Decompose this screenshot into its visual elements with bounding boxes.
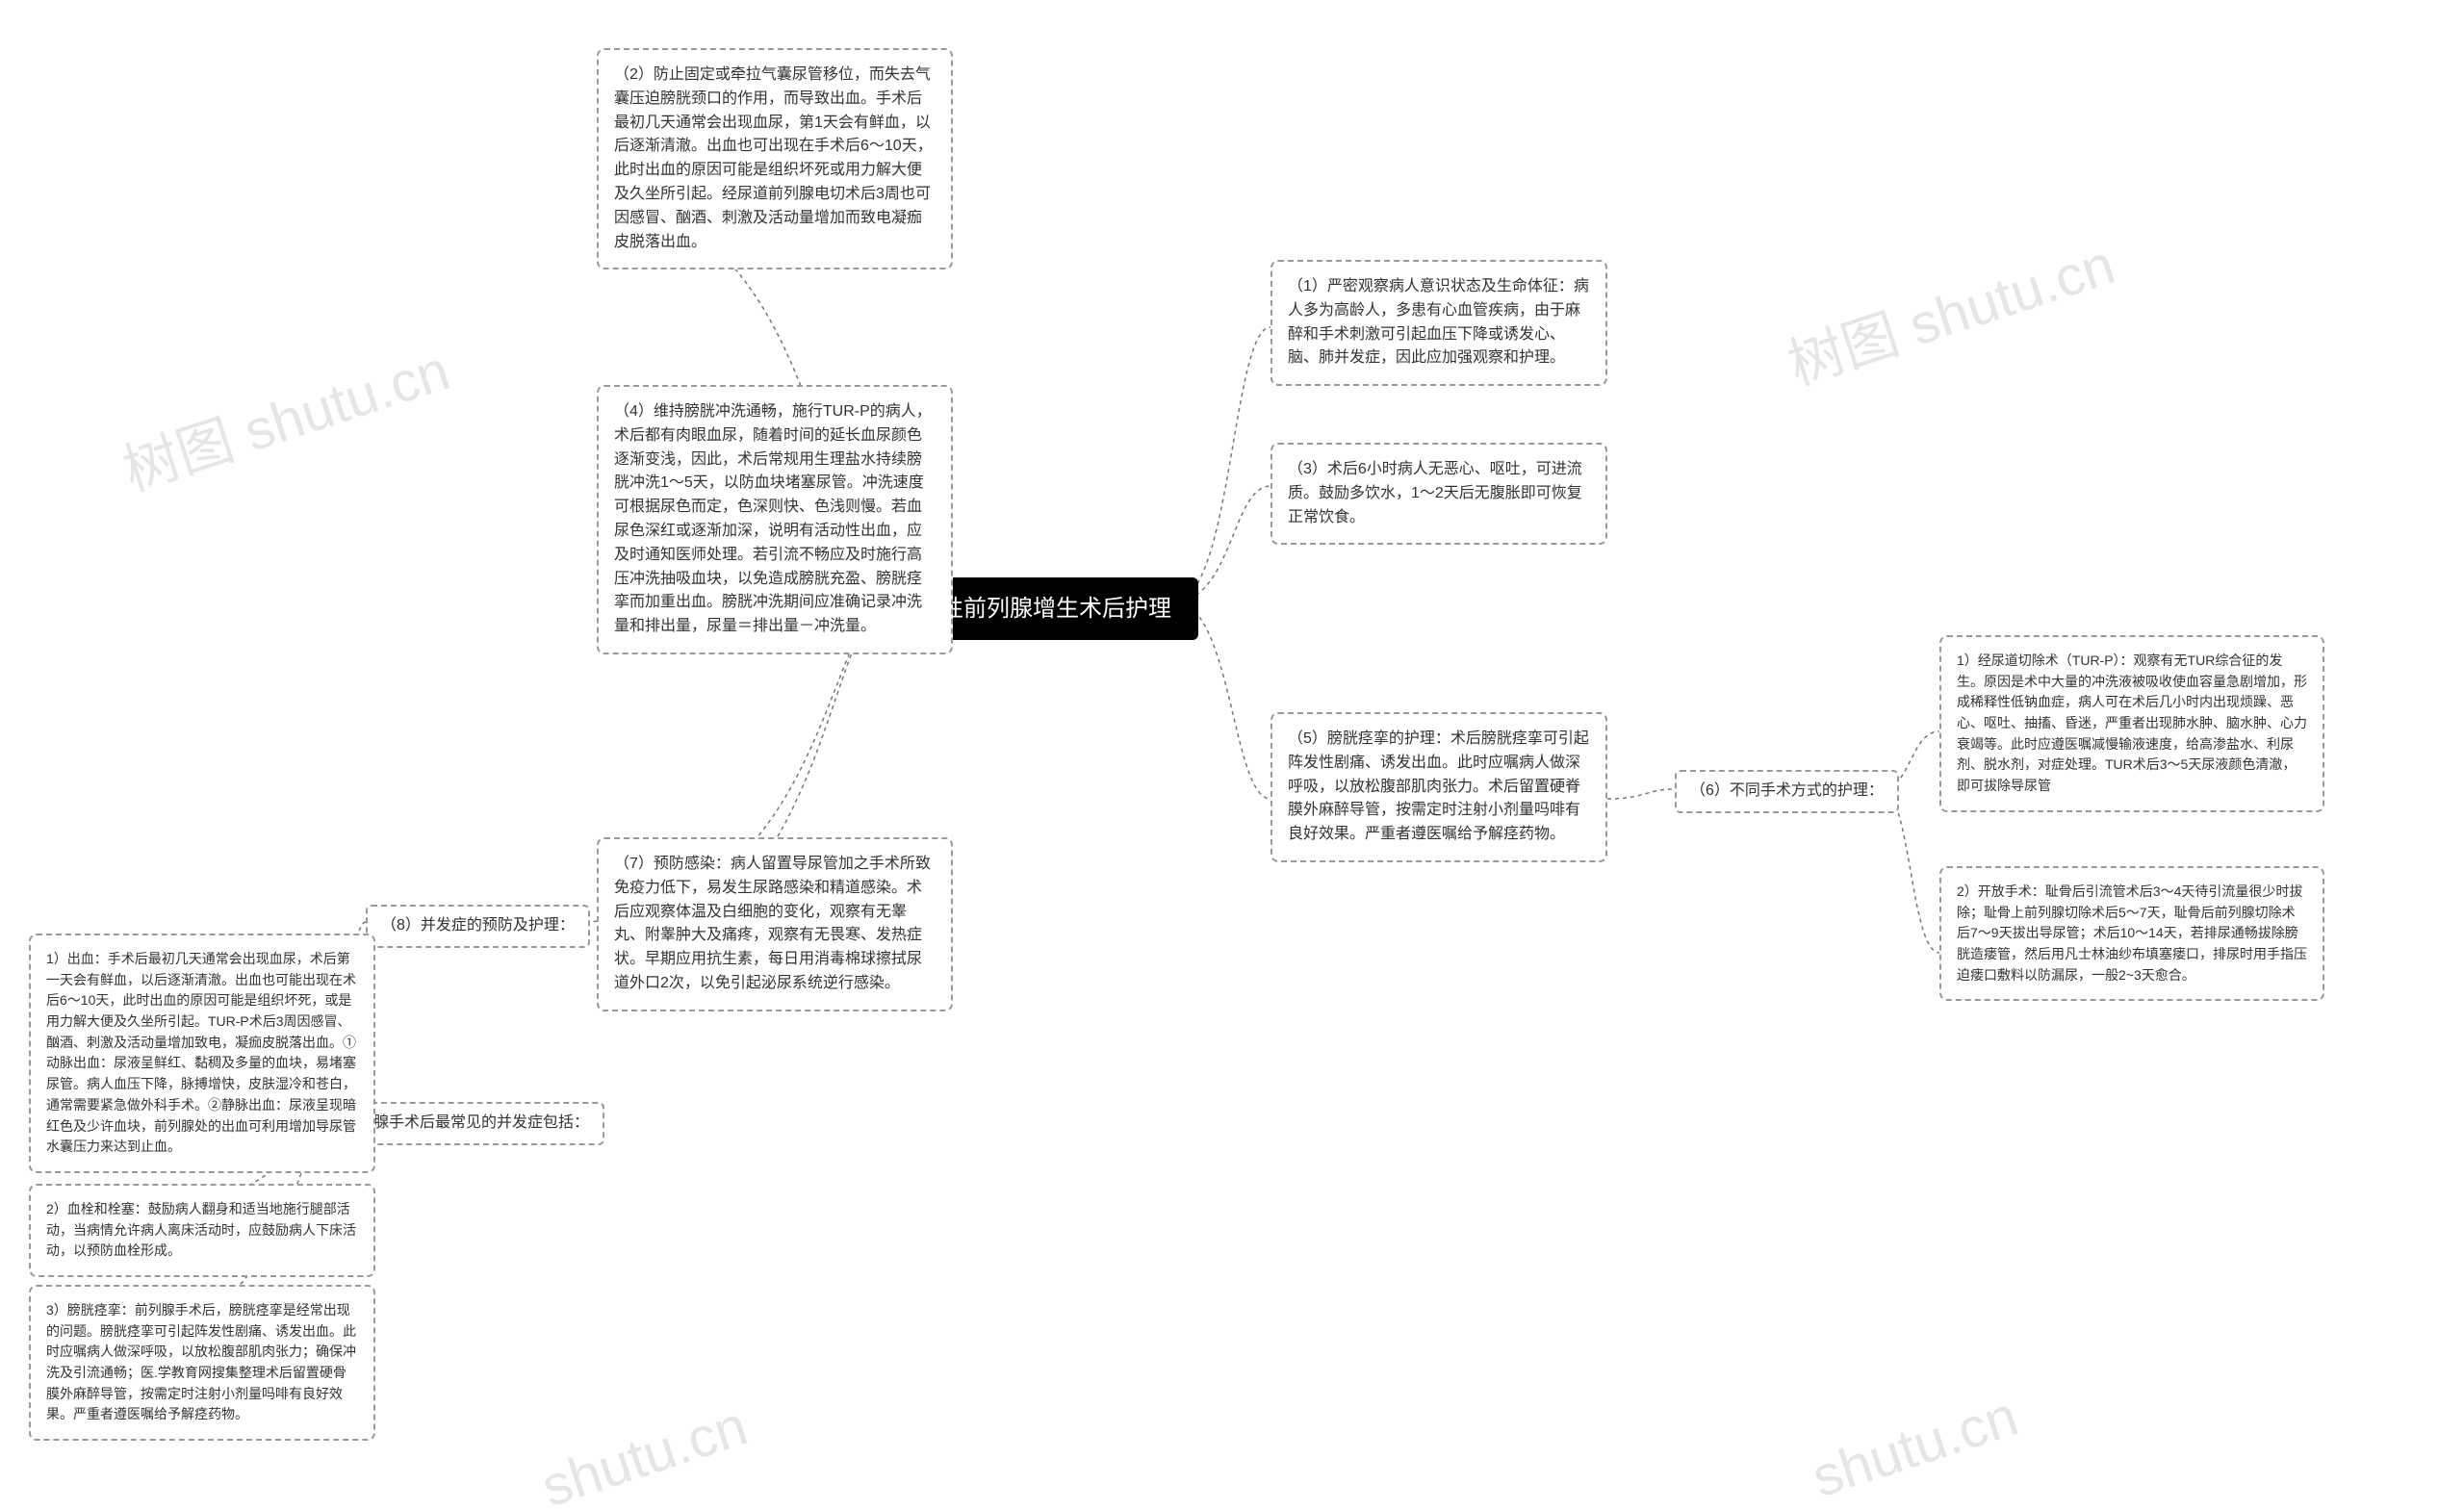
node-l7[interactable]: （7）预防感染：病人留置导尿管加之手术所致免疫力低下，易发生尿路感染和精道感染。… xyxy=(597,837,953,1011)
connector xyxy=(1174,327,1270,601)
node-l4[interactable]: （4）维持膀胱冲洗通畅，施行TUR-P的病人，术后都有肉眼血尿，随着时间的延长血… xyxy=(597,385,953,654)
node-r1[interactable]: （1）严密观察病人意识状态及生命体征：病人多为高龄人，多患有心血管疾病，由于麻醉… xyxy=(1270,260,1607,386)
watermark: shutu.cn xyxy=(534,1394,755,1510)
watermark: 树图 shutu.cn xyxy=(112,325,458,506)
connector xyxy=(1607,789,1675,799)
node-r6-label[interactable]: （6）不同手术方式的护理： xyxy=(1675,770,1899,813)
node-r3[interactable]: （3）术后6小时病人无恶心、呕吐，可进流质。鼓励多饮水，1～2天后无腹胀即可恢复… xyxy=(1270,443,1607,545)
node-l8-3[interactable]: 3）膀胱痉挛：前列腺手术后，膀胱痉挛是经常出现的问题。膀胱痉挛可引起阵发性剧痛、… xyxy=(29,1285,375,1441)
node-l8-1[interactable]: 1）出血：手术后最初几天通常会出现血尿，术后第一天会有鲜血，以后逐渐清澈。出血也… xyxy=(29,934,375,1173)
node-r6-1[interactable]: 1）经尿道切除术（TUR-P）：观察有无TUR综合征的发生。原因是术中大量的冲洗… xyxy=(1939,635,2324,812)
node-l8-2[interactable]: 2）血栓和栓塞：鼓励病人翻身和适当地施行腿部活动，当病情允许病人离床活动时，应鼓… xyxy=(29,1184,375,1277)
mindmap-canvas: 树图 shutu.cn 树图 shutu.cn shutu.cn shutu.c… xyxy=(0,0,2464,1510)
node-r6-2[interactable]: 2）开放手术：耻骨后引流管术后3～4天待引流量很少时拔除；耻骨上前列腺切除术后5… xyxy=(1939,866,2324,1001)
connector xyxy=(1882,789,1939,953)
node-l8-label[interactable]: （8）并发症的预防及护理： xyxy=(366,905,590,948)
watermark: shutu.cn xyxy=(1805,1384,2025,1510)
node-r5[interactable]: （5）膀胱痉挛的护理：术后膀胱痉挛可引起阵发性剧痛、诱发出血。此时应嘱病人做深呼… xyxy=(1270,712,1607,862)
watermark: 树图 shutu.cn xyxy=(1777,219,2123,400)
node-l2[interactable]: （2）防止固定或牵拉气囊尿管移位，而失去气囊压迫膀胱颈口的作用，而导致出血。手术… xyxy=(597,48,953,269)
